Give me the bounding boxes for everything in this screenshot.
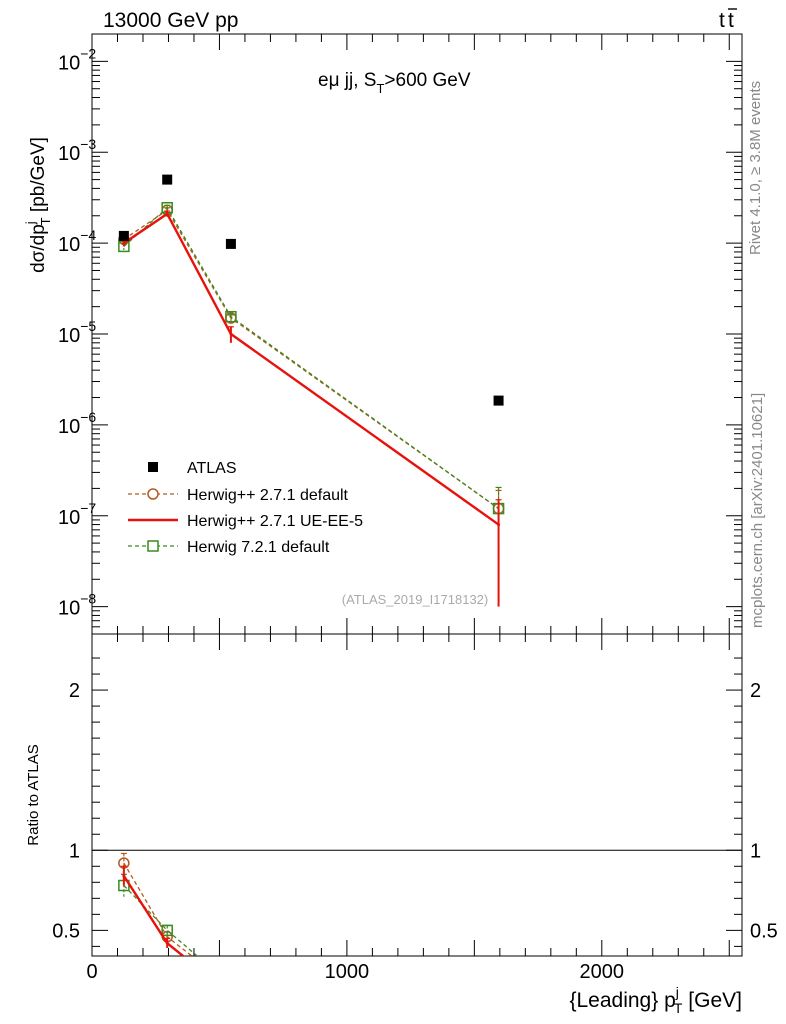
ylabel-sub: T bbox=[38, 217, 53, 225]
annotation-base: eμ jj, S bbox=[318, 70, 376, 91]
ueee5-point bbox=[122, 874, 126, 878]
legend-circle-marker bbox=[147, 488, 159, 500]
legend-label: Herwig++ 2.7.1 UE-EE-5 bbox=[187, 513, 363, 530]
ylabel-main: dσ/dp bbox=[28, 224, 49, 273]
mcplots-text: mcplots.cern.ch [arXiv:2401.10621] bbox=[749, 393, 766, 628]
xlabel-sub: T bbox=[674, 1000, 683, 1016]
ueee5-point bbox=[122, 241, 126, 245]
legend-label: Herwig++ 2.7.1 default bbox=[187, 487, 349, 504]
ueee5-point bbox=[165, 941, 169, 945]
main-y-tick-label: 10−4 bbox=[58, 227, 96, 256]
main-y-tick-label: 10−5 bbox=[58, 318, 96, 347]
ratio-panel-frame bbox=[91, 633, 743, 957]
ueee5-point bbox=[229, 993, 232, 996]
atlas-data-point bbox=[118, 230, 129, 241]
ueee5-point bbox=[165, 212, 169, 216]
series-line bbox=[122, 875, 186, 956]
series-line bbox=[123, 212, 500, 526]
legend-atlas-marker bbox=[148, 462, 158, 472]
xlabel-sup: j bbox=[675, 984, 679, 1000]
ylabel-sup: j bbox=[23, 221, 38, 225]
ueee5-point bbox=[229, 332, 233, 336]
ratio-x-tick-label: 0 bbox=[86, 961, 97, 983]
ratio-y-tick-label-left: 1 bbox=[69, 840, 80, 862]
ratio-x-tick-labels: 0 1000 2000 bbox=[86, 961, 624, 983]
ratio-y-axis-label: Ratio to ATLAS bbox=[25, 744, 42, 845]
main-axis-ticks bbox=[91, 33, 742, 635]
header-left: 13000 GeV pp bbox=[103, 9, 238, 32]
main-y-tick-label: 10−6 bbox=[58, 409, 96, 438]
rivet-version-text: Rivet 4.1.0, ≥ 3.8M events bbox=[747, 81, 764, 255]
main-y-tick-label: 10−7 bbox=[58, 500, 96, 529]
series-line bbox=[123, 206, 499, 510]
atlas-data-point bbox=[225, 238, 236, 249]
annotation-tail: >600 GeV bbox=[384, 70, 470, 91]
herwig7-marker bbox=[225, 310, 237, 323]
ratio-x-tick-label: 1000 bbox=[325, 961, 370, 983]
ratio-y-tick-labels: 0.5 0.5 1 1 2 2 bbox=[52, 680, 778, 942]
main-y-axis-label: dσ/dpjT [pb/GeV] bbox=[23, 137, 53, 273]
main-y-tick-label: 10−3 bbox=[58, 136, 96, 165]
main-series-layer bbox=[118, 174, 505, 607]
annotation-sub: T bbox=[376, 81, 384, 96]
main-y-tick-label: 10−8 bbox=[58, 591, 96, 620]
ueee5-point bbox=[497, 523, 501, 527]
legend-square-marker bbox=[147, 540, 159, 552]
ylabel-tail: [pb/GeV] bbox=[28, 137, 49, 217]
selection-annotation: eμ jj, ST>600 GeV bbox=[318, 70, 471, 96]
main-y-tick-labels: 10−8 10−7 10−6 10−5 10−4 10−3 10−2 bbox=[58, 45, 96, 619]
atlas-data-point bbox=[493, 395, 504, 406]
analysis-id-label: (ATLAS_2019_I1718132) bbox=[342, 592, 488, 607]
x-axis-label: {Leading} pj T [GeV] bbox=[569, 984, 742, 1016]
legend-label: ATLAS bbox=[187, 460, 237, 477]
ratio-y-tick-label-left: 2 bbox=[69, 680, 80, 702]
herwig7-marker bbox=[161, 924, 173, 937]
ratio-axis-ticks bbox=[91, 634, 742, 956]
legend: ATLAS Herwig++ 2.7.1 default Herwig++ 2.7.… bbox=[128, 460, 363, 556]
ratio-y-tick-label-left: 0.5 bbox=[52, 920, 80, 942]
series-line bbox=[123, 862, 193, 956]
legend-label: Herwig 7.2.1 default bbox=[187, 539, 330, 556]
xlabel-tail: [GeV] bbox=[682, 989, 742, 1012]
ratio-y-tick-label-right: 0.5 bbox=[750, 920, 778, 942]
ratio-y-tick-label-right: 1 bbox=[750, 840, 761, 862]
ratio-series-layer bbox=[118, 852, 236, 996]
main-y-tick-label: 10−2 bbox=[58, 45, 96, 74]
xlabel-main: {Leading} p bbox=[569, 989, 675, 1012]
ratio-x-tick-label: 2000 bbox=[580, 961, 625, 983]
ratio-y-tick-label-right: 2 bbox=[750, 680, 761, 702]
header-tbar: t bbox=[728, 9, 734, 32]
series-line bbox=[123, 209, 499, 510]
atlas-data-point bbox=[162, 174, 173, 185]
herwig-default-marker bbox=[226, 981, 236, 991]
herwig7-marker bbox=[226, 980, 236, 990]
header-t: t bbox=[719, 9, 725, 32]
svg-text:dσ/dpjT [pb/GeV]: dσ/dpjT [pb/GeV] bbox=[23, 137, 53, 273]
header-right-ttbar: t t bbox=[719, 8, 737, 32]
